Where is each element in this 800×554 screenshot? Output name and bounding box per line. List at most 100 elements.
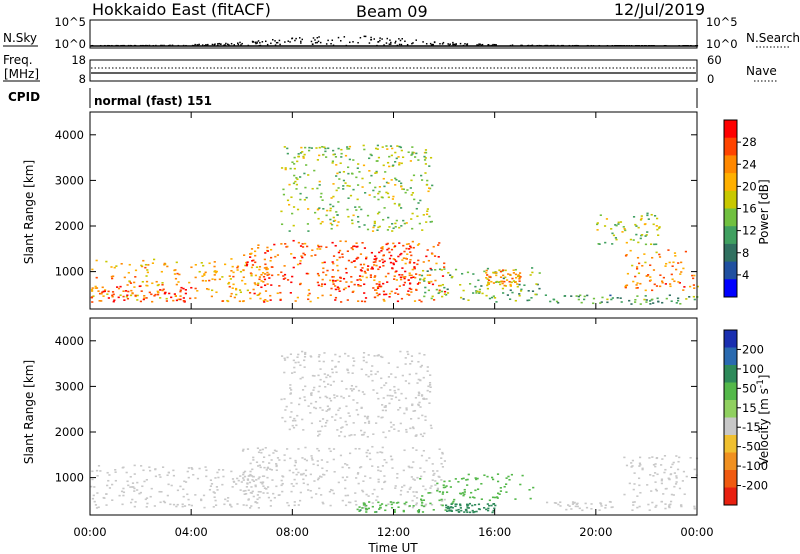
echo-cell: [504, 276, 507, 279]
echo-cell: [529, 497, 532, 500]
power-colorbar-label: Power [dB]: [757, 179, 771, 244]
echo-cell: [307, 294, 310, 297]
echo-cell: [400, 162, 403, 165]
echo-cell: [339, 280, 342, 282]
echo-cell: [383, 293, 386, 296]
echo-cell: [674, 255, 677, 257]
echo-cell: [261, 481, 265, 484]
echo-cell: [664, 507, 667, 510]
echo-cell: [163, 262, 166, 265]
echo-cell: [243, 254, 246, 257]
echo-cell: [360, 300, 364, 303]
echo-cell: [383, 384, 386, 387]
echo-cell: [373, 196, 376, 198]
echo-cell: [382, 431, 385, 434]
echo-cell: [357, 221, 360, 223]
noise-point: [453, 43, 456, 46]
echo-cell: [427, 492, 430, 494]
echo-cell: [217, 468, 221, 471]
echo-cell: [526, 299, 529, 302]
echo-cell: [318, 433, 321, 436]
echo-cell: [265, 266, 268, 269]
echo-cell: [379, 355, 383, 358]
echo-cell: [660, 482, 664, 485]
echo-cell: [333, 470, 336, 473]
echo-cell: [307, 174, 310, 176]
echo-cell: [411, 153, 414, 155]
echo-cell: [91, 268, 94, 271]
echo-cell: [310, 147, 313, 149]
echo-cell: [107, 290, 110, 293]
echo-cell: [242, 300, 245, 302]
echo-cell: [438, 291, 441, 293]
echo-cell: [344, 463, 347, 465]
echo-cell: [275, 485, 278, 488]
echo-cell: [303, 396, 306, 398]
echo-cell: [182, 287, 185, 290]
echo-cell: [398, 162, 401, 164]
echo-cell: [677, 281, 680, 283]
echo-cell: [223, 503, 226, 506]
echo-cell: [388, 155, 391, 158]
echo-cell: [263, 278, 267, 281]
echo-cell: [337, 187, 340, 189]
noise-point: [368, 42, 371, 44]
noise-point: [363, 35, 366, 38]
echo-cell: [335, 175, 338, 177]
echo-cell: [661, 281, 664, 284]
echo-cell: [331, 416, 334, 418]
echo-cell: [394, 396, 398, 399]
echo-cell: [388, 165, 391, 168]
echo-cell: [110, 275, 113, 278]
echo-cell: [358, 510, 361, 513]
echo-cell: [281, 475, 284, 477]
echo-cell: [425, 184, 428, 186]
echo-cell: [426, 179, 429, 182]
echo-cell: [277, 494, 280, 496]
echo-cell: [358, 206, 361, 208]
echo-cell: [604, 507, 607, 509]
echo-cell: [661, 280, 664, 283]
echo-cell: [388, 292, 392, 295]
echo-cell: [293, 174, 296, 177]
echo-cell: [283, 398, 286, 400]
echo-cell: [331, 160, 335, 163]
echo-cell: [280, 210, 283, 213]
colorbar-segment: [724, 243, 737, 263]
echo-cell: [443, 293, 447, 295]
echo-cell: [398, 226, 401, 229]
echo-cell: [139, 491, 142, 494]
echo-cell: [246, 478, 250, 480]
echo-cell: [486, 475, 489, 478]
echo-cell: [306, 245, 309, 248]
echo-cell: [435, 288, 438, 291]
echo-cell: [370, 251, 374, 254]
echo-cell: [394, 160, 397, 163]
echo-cell: [412, 151, 415, 154]
echo-cell: [309, 489, 312, 492]
echo-cell: [363, 292, 366, 294]
echo-cell: [388, 226, 391, 228]
echo-cell: [410, 274, 413, 277]
echo-cell: [487, 279, 491, 282]
noise-point: [373, 38, 375, 40]
colorbar-segment: [724, 347, 737, 366]
echo-cell: [571, 503, 575, 505]
echo-cell: [299, 176, 302, 178]
echo-cell: [175, 283, 178, 286]
echo-cell: [380, 386, 383, 389]
echo-cell: [462, 477, 465, 480]
echo-cell: [373, 258, 376, 261]
echo-cell: [377, 156, 381, 159]
echo-cell: [234, 288, 238, 291]
echo-cell: [111, 294, 114, 297]
echo-cell: [638, 484, 641, 487]
echo-cell: [407, 353, 410, 356]
echo-cell: [630, 303, 633, 305]
echo-cell: [250, 274, 253, 277]
echo-cell: [201, 279, 204, 282]
echo-cell: [266, 486, 270, 488]
echo-cell: [623, 227, 626, 230]
echo-cell: [346, 184, 349, 187]
echo-cell: [481, 292, 484, 295]
